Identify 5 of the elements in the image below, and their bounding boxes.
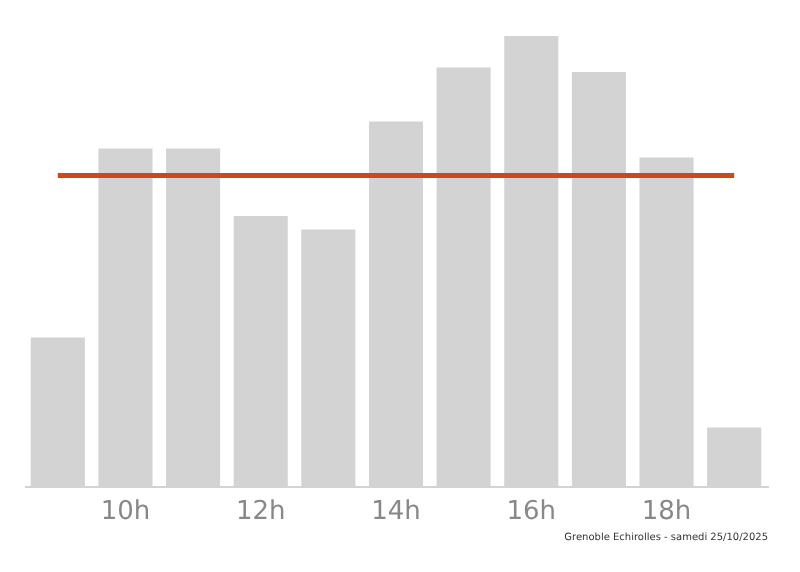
x-tick-label: 16h — [506, 497, 557, 527]
x-tick-label: 10h — [100, 497, 151, 527]
x-tick-label: 12h — [235, 497, 286, 527]
x-tick-label: 18h — [641, 497, 692, 527]
x-tick-label: 14h — [371, 497, 421, 527]
